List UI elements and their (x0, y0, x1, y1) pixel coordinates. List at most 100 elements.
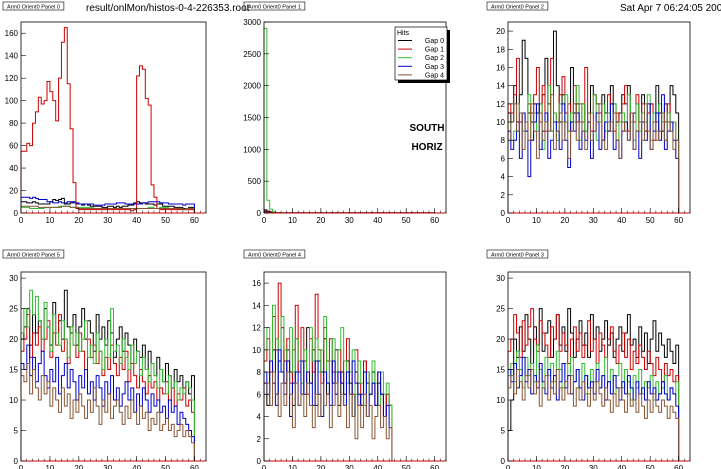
x-tick-label: 20 (74, 216, 83, 225)
x-tick-label: 50 (646, 216, 655, 225)
y-tick-label: 2 (257, 435, 262, 444)
histogram-series-3 (20, 196, 195, 213)
x-tick-label: 30 (345, 216, 354, 225)
x-tick-label: 50 (161, 464, 170, 469)
x-tick-label: 50 (402, 464, 411, 469)
x-tick-label: 10 (45, 464, 54, 469)
y-tick-label: 40 (9, 164, 18, 173)
panel-title: Arm0 Orient0 Panel 2 (491, 5, 544, 11)
x-tick-label: 60 (430, 464, 439, 469)
x-tick-label: 30 (103, 216, 112, 225)
y-tick-label: 120 (5, 74, 19, 83)
y-tick-label: 3000 (243, 18, 261, 27)
y-tick-label: 4 (501, 173, 506, 182)
y-tick-label: 2 (501, 191, 506, 200)
x-tick-label: 40 (373, 464, 382, 469)
y-tick-label: 10 (496, 118, 505, 127)
x-tick-label: 60 (190, 216, 199, 225)
y-tick-label: 10 (252, 346, 261, 355)
panel-3: Arm0 Orient0 Panel 5 0 10 20 30 40 50 60 0 5 10 15 2… (2, 249, 207, 469)
x-tick-label: 0 (262, 216, 267, 225)
datetime-label: Sat Apr 7 06:24:05 2007 (620, 3, 721, 14)
y-tick-label: 14 (252, 301, 261, 310)
panel-title-box (243, 1, 306, 11)
panel-title: Arm0 Orient0 Panel 5 (7, 253, 60, 259)
x-tick-label: 40 (617, 216, 626, 225)
x-tick-label: 20 (316, 216, 325, 225)
x-tick-label: 30 (103, 464, 112, 469)
y-tick-label: 20 (496, 335, 505, 344)
y-tick-label: 2000 (243, 82, 261, 91)
legend-entry-3: Gap 3 (425, 64, 444, 71)
y-tick-label: 0 (14, 209, 19, 218)
y-tick-label: 0 (501, 457, 506, 466)
histogram-series-4 (263, 371, 393, 461)
histogram-series-4 (507, 369, 680, 461)
y-tick-label: 6 (257, 390, 262, 399)
x-tick-label: 40 (132, 216, 141, 225)
x-tick-label: 30 (589, 216, 598, 225)
x-tick-label: 60 (674, 464, 683, 469)
y-tick-label: 0 (257, 209, 262, 218)
x-tick-label: 0 (506, 464, 511, 469)
panel-2: Arm0 Orient0 Panel 2 0 10 20 30 40 50 60 0 2 4 6 8 10… (486, 1, 691, 225)
x-tick-label: 20 (560, 464, 569, 469)
panel-title-box (2, 1, 65, 11)
legend-entry-4: Gap 4 (425, 72, 444, 79)
panel-0: Arm0 Orient0 Panel 0 0 10 20 30 40 50 60 0 20 40 60… (2, 1, 207, 225)
y-tick-label: 5 (14, 427, 19, 436)
histogram-series-2 (20, 289, 195, 461)
y-tick-label: 0 (501, 209, 506, 218)
histogram-series-4 (20, 362, 195, 461)
y-tick-label: 20 (496, 27, 505, 36)
panel-title: Arm0 Orient0 Panel 0 (7, 5, 60, 11)
y-tick-label: 100 (5, 97, 19, 106)
x-tick-label: 0 (19, 464, 24, 469)
y-tick-label: 30 (9, 274, 18, 283)
panel-4: Arm0 Orient0 Panel 4 0 10 20 30 40 50 60 0 2 4 6 8 10… (243, 249, 447, 469)
histogram-series-0 (507, 308, 680, 461)
panel-5: Arm0 Orient0 Panel 3 0 10 20 30 40 50 60 0 5 10 15 2… (486, 249, 691, 469)
y-tick-label: 25 (9, 305, 18, 314)
y-tick-label: 14 (496, 82, 505, 91)
x-tick-label: 30 (345, 464, 354, 469)
y-tick-label: 1500 (243, 114, 261, 123)
x-tick-label: 10 (45, 216, 54, 225)
histogram-series-4 (507, 94, 680, 213)
plot-frame (20, 271, 207, 462)
x-tick-label: 10 (288, 216, 297, 225)
y-tick-label: 160 (5, 29, 19, 38)
panel-title: Arm0 Orient0 Panel 1 (248, 5, 301, 11)
histogram-series-1 (20, 27, 195, 213)
annotation-horiz: HORIZ (411, 142, 442, 153)
x-tick-label: 10 (532, 464, 541, 469)
y-tick-label: 16 (252, 279, 261, 288)
panel-title-box (2, 249, 65, 259)
x-tick-label: 60 (674, 216, 683, 225)
y-tick-label: 20 (9, 187, 18, 196)
y-tick-label: 15 (496, 366, 505, 375)
y-tick-label: 10 (496, 396, 505, 405)
y-tick-label: 30 (496, 274, 505, 283)
x-tick-label: 40 (617, 464, 626, 469)
panel-title-box (243, 249, 306, 259)
y-tick-label: 16 (496, 63, 505, 72)
plot-frame (20, 21, 207, 214)
y-tick-label: 12 (252, 324, 261, 333)
legend-entry-1: Gap 1 (425, 47, 444, 54)
x-tick-label: 20 (74, 464, 83, 469)
x-tick-label: 40 (373, 216, 382, 225)
y-tick-label: 20 (9, 335, 18, 344)
y-tick-label: 5 (501, 427, 506, 436)
histogram-series-3 (263, 349, 393, 461)
y-tick-label: 18 (496, 45, 505, 54)
y-tick-label: 25 (496, 305, 505, 314)
file-label: result/onlMon/histos-0-4-226353.root (86, 3, 250, 14)
y-tick-label: 60 (9, 142, 18, 151)
legend-box (394, 26, 448, 81)
histogram-series-1 (507, 308, 680, 461)
y-tick-label: 8 (257, 368, 262, 377)
legend-title: Hits (397, 30, 410, 37)
